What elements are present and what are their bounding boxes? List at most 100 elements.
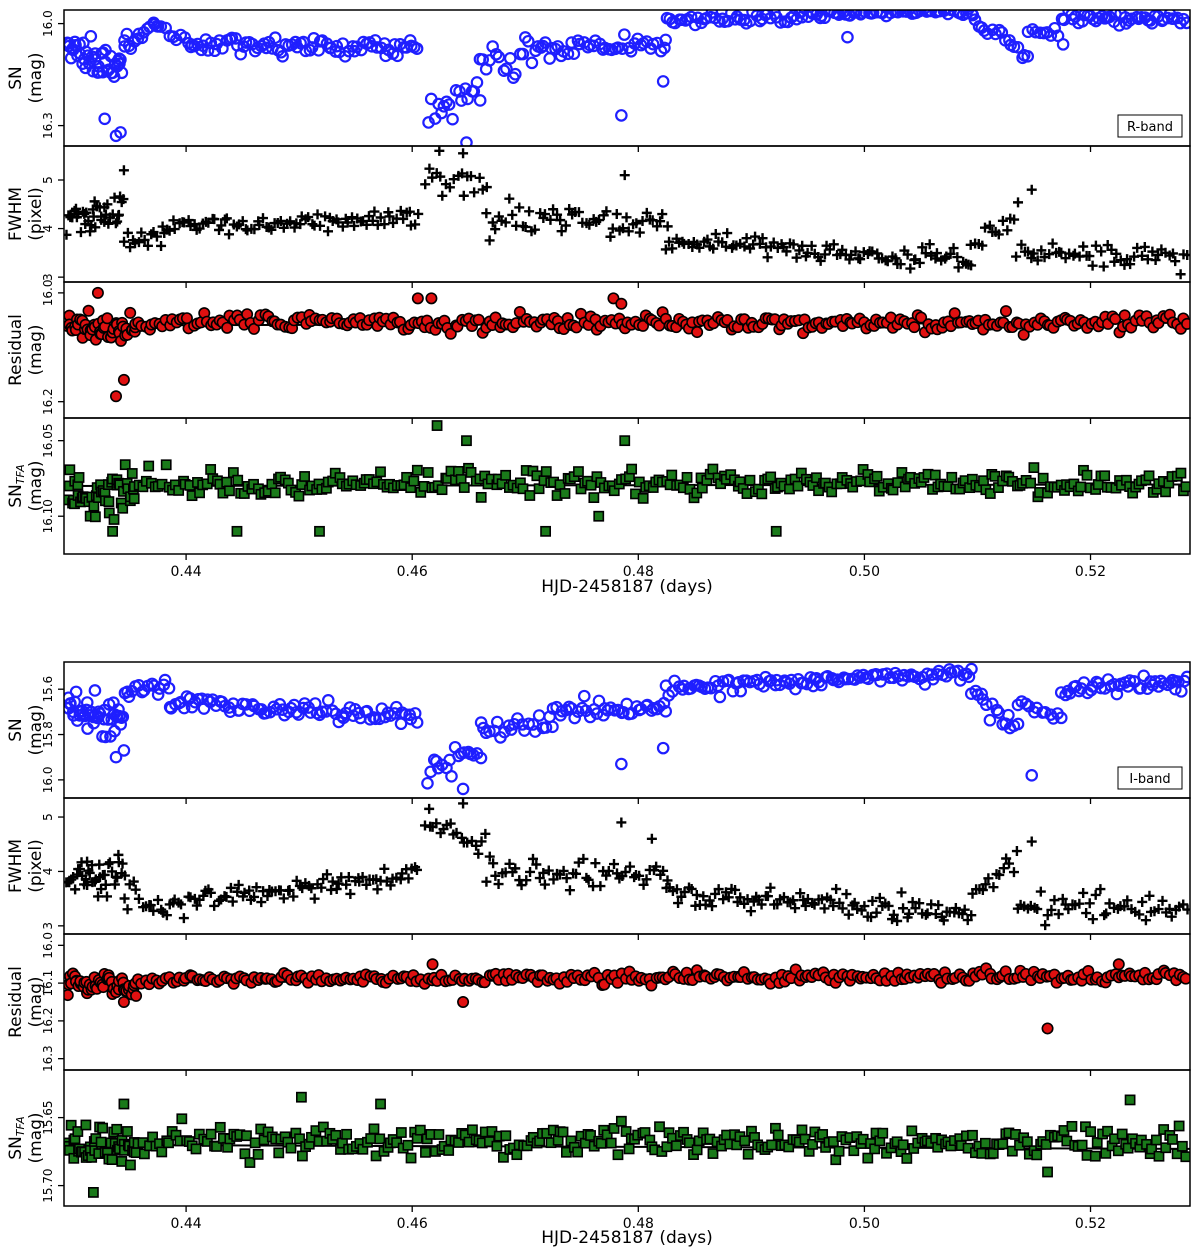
point-marker: [432, 761, 445, 775]
point-marker: [119, 870, 130, 881]
point-marker: [605, 1137, 617, 1149]
point-marker: [205, 464, 217, 475]
point-marker: [924, 239, 935, 250]
point-marker: [1035, 886, 1046, 897]
point-marker: [521, 34, 535, 48]
point-marker: [603, 865, 614, 876]
x-tick-label: 0.50: [849, 564, 880, 580]
point-marker: [1137, 896, 1148, 907]
point-marker: [504, 858, 515, 869]
point-marker: [422, 116, 435, 129]
point-marker: [504, 193, 515, 204]
point-marker: [874, 892, 885, 903]
point-marker: [615, 109, 628, 122]
point-marker: [1074, 898, 1085, 909]
point-marker: [254, 219, 265, 230]
point-marker: [596, 43, 610, 56]
point-marker: [781, 246, 792, 257]
data-points: [64, 10, 1190, 146]
point-marker: [330, 39, 344, 53]
point-marker: [994, 869, 1005, 880]
point-marker: [314, 525, 325, 537]
point-marker: [130, 989, 143, 1002]
point-marker: [896, 887, 907, 898]
point-marker: [288, 891, 299, 902]
point-marker: [385, 880, 396, 891]
point-marker: [1143, 470, 1155, 482]
point-marker: [436, 484, 448, 496]
point-marker: [516, 47, 530, 61]
point-marker: [1006, 1145, 1018, 1157]
point-marker: [573, 207, 584, 218]
point-marker: [796, 1124, 808, 1136]
point-marker: [806, 240, 817, 251]
point-marker: [256, 897, 267, 908]
point-marker: [615, 1115, 627, 1127]
point-marker: [778, 892, 789, 903]
point-marker: [451, 827, 462, 838]
point-marker: [611, 209, 622, 219]
point-marker: [531, 859, 542, 870]
point-marker: [221, 476, 233, 488]
point-marker: [368, 1123, 380, 1135]
point-marker: [503, 52, 517, 65]
point-marker: [233, 879, 244, 890]
point-marker: [81, 207, 92, 218]
point-marker: [1066, 1120, 1078, 1132]
point-marker: [443, 1145, 455, 1156]
y-tick-label: 15.8: [41, 721, 55, 748]
point-marker: [1134, 681, 1147, 695]
point-marker: [305, 41, 319, 54]
y-tick-label: 16.0: [41, 280, 55, 307]
point-marker: [97, 712, 111, 726]
point-marker: [457, 995, 470, 1008]
point-marker: [901, 1153, 913, 1164]
point-marker: [341, 879, 352, 890]
point-marker: [1084, 898, 1095, 909]
point-marker: [142, 240, 153, 251]
point-marker: [797, 240, 808, 251]
point-marker: [572, 1146, 584, 1158]
point-marker: [320, 211, 331, 222]
point-marker: [97, 1122, 109, 1134]
point-marker: [742, 894, 753, 905]
point-marker: [221, 321, 234, 334]
point-marker: [573, 466, 584, 477]
point-marker: [895, 259, 906, 270]
point-marker: [102, 199, 113, 210]
point-marker: [431, 818, 442, 829]
point-marker: [844, 254, 855, 265]
point-marker: [626, 463, 638, 475]
point-marker: [713, 690, 727, 704]
point-marker: [420, 1146, 431, 1158]
point-marker: [465, 466, 477, 478]
point-marker: [667, 243, 678, 254]
point-marker: [457, 168, 468, 179]
point-marker: [977, 24, 991, 37]
y-axis-label: FWHM: [6, 839, 26, 893]
point-marker: [446, 112, 459, 126]
band-label: I-band: [1129, 772, 1170, 787]
point-marker: [487, 217, 498, 228]
point-marker: [491, 1140, 503, 1152]
point-marker: [565, 36, 578, 49]
point-marker: [115, 66, 129, 80]
point-marker: [1042, 910, 1053, 921]
point-marker: [993, 229, 1004, 240]
point-marker: [623, 1143, 635, 1155]
panel-residual: 16.0 16.1 16.2 16.3 Residual (mag): [6, 932, 1191, 1076]
point-marker: [239, 1148, 251, 1160]
point-marker: [224, 485, 235, 497]
point-marker: [194, 223, 205, 234]
point-marker: [437, 190, 448, 201]
point-marker: [347, 212, 358, 223]
point-marker: [1099, 910, 1110, 921]
point-marker: [118, 1098, 130, 1110]
point-marker: [605, 231, 616, 242]
point-marker: [143, 460, 155, 472]
point-marker: [426, 958, 439, 971]
point-marker: [241, 1130, 252, 1142]
panel-fwhm: 3 4 5 FWHM (pixel): [6, 145, 1191, 288]
y-axis-label: (pixel): [26, 839, 46, 893]
point-marker: [1124, 1094, 1136, 1106]
